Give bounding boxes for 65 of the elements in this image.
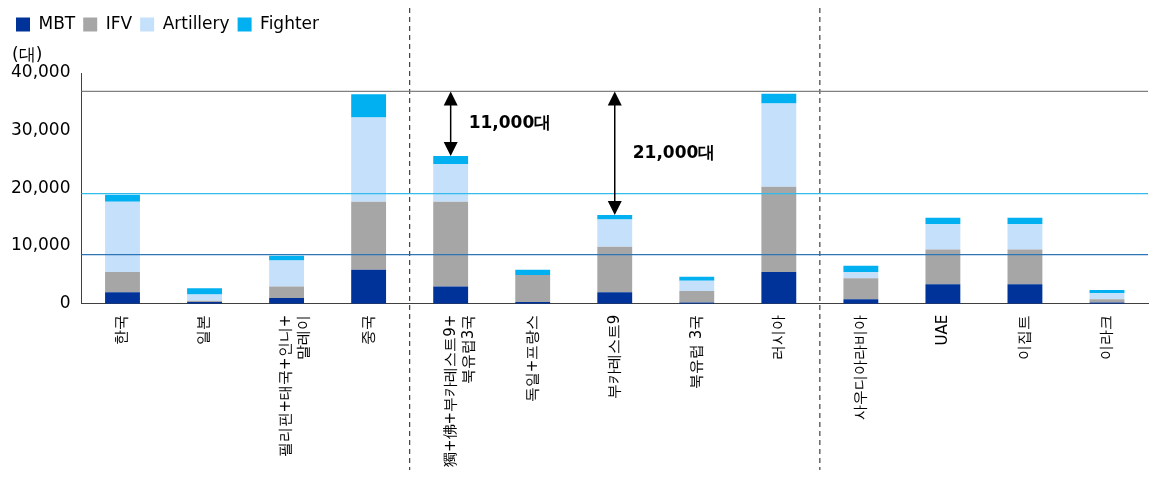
bar — [351, 117, 387, 202]
bar — [925, 284, 961, 304]
bar — [925, 224, 961, 250]
bar — [105, 194, 140, 202]
bar — [105, 201, 140, 273]
bar — [433, 286, 469, 304]
legend-label: MBT — [38, 12, 76, 33]
x-tick-label: 한국 — [112, 314, 131, 345]
bar — [187, 294, 222, 301]
bar — [1007, 249, 1043, 285]
bar — [761, 93, 797, 104]
bar — [351, 269, 387, 304]
legend-label: Artillery — [162, 12, 230, 33]
bar — [187, 288, 222, 295]
bar — [761, 186, 797, 273]
bar — [597, 246, 633, 293]
bar — [105, 272, 140, 293]
bar — [1089, 293, 1125, 300]
x-tick-label: 부카레스트9 — [604, 314, 623, 400]
bar — [1007, 224, 1043, 250]
x-tick-label: UAE — [932, 314, 951, 346]
y-tick-label: 0 — [59, 292, 71, 313]
bar — [515, 269, 551, 275]
x-tick-label: 중국 — [358, 314, 377, 345]
bar — [597, 214, 633, 220]
x-tick-label: 이라크 — [1096, 314, 1115, 360]
bar — [1007, 217, 1043, 225]
bar — [843, 278, 879, 300]
x-tick-label: 필리핀+태국+인니+ 말레이 — [276, 314, 313, 458]
bar — [679, 280, 715, 292]
x-tick-label: 독일+프랑스 — [522, 314, 541, 403]
y-tick-label: 20,000 — [11, 176, 71, 197]
bar — [515, 274, 551, 303]
legend-label: Fighter — [260, 12, 320, 33]
bar — [925, 217, 961, 225]
legend-label: IFV — [105, 12, 133, 33]
bar — [761, 272, 797, 304]
x-tick-label: 북유럽 3국 — [686, 314, 705, 390]
x-tick-label: 일본 — [194, 314, 213, 345]
y-axis-title: (대) — [12, 43, 43, 64]
x-tick-label: 이집트 — [1014, 314, 1033, 360]
bar — [679, 291, 715, 303]
bar — [843, 272, 879, 279]
bar — [597, 292, 633, 304]
bar — [433, 156, 469, 165]
bar — [269, 260, 305, 287]
bar — [679, 276, 715, 281]
y-tick-label: 30,000 — [11, 119, 71, 140]
annotation: 11,000대 — [468, 112, 552, 133]
bar — [433, 201, 469, 287]
x-tick-label: 러시아 — [768, 314, 787, 360]
bar — [761, 103, 797, 187]
x-tick-label: 사우디아라비아 — [850, 314, 869, 420]
bar — [925, 249, 961, 285]
bar — [1007, 284, 1043, 304]
bar — [843, 265, 879, 273]
bar — [351, 94, 387, 118]
x-tick-label: 獨+佛+부카레스트9+ 북유럽3국 — [440, 314, 477, 467]
y-tick-label: 10,000 — [11, 234, 71, 255]
bar — [105, 292, 140, 304]
bar — [433, 164, 469, 202]
bar — [597, 219, 633, 247]
bar — [351, 201, 387, 270]
annotation: 21,000대 — [632, 141, 716, 162]
bar — [269, 286, 305, 298]
